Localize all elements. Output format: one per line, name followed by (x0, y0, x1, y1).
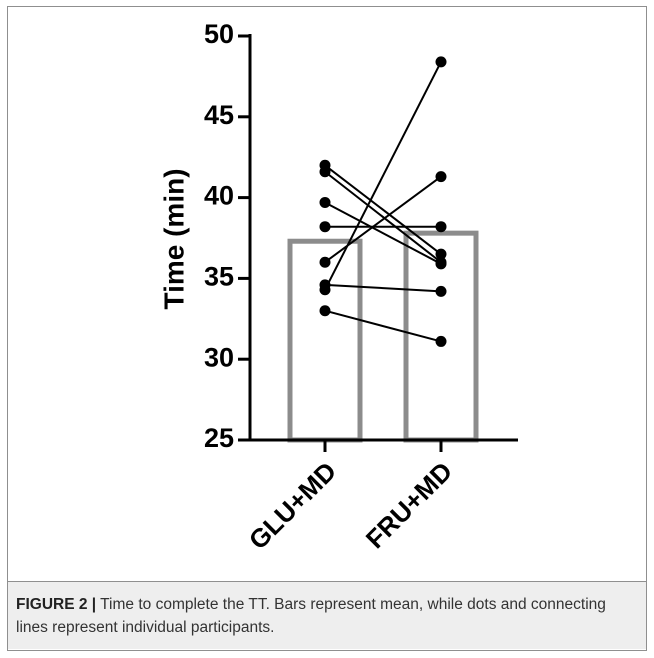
participant-line (324, 283, 442, 293)
x-tick-label: GLU+MD (243, 456, 342, 555)
participant-point-fru (435, 258, 447, 270)
participant-point-fru (435, 221, 447, 233)
bar-glu-md (287, 238, 363, 443)
participant-point-glu (319, 196, 331, 208)
participant-point-glu (319, 284, 331, 296)
y-tick-label: 40 (204, 181, 234, 211)
participant-point-fru (435, 285, 447, 297)
participant-point-glu (319, 221, 331, 233)
y-tick-label: 35 (204, 262, 234, 292)
y-tick-label: 30 (204, 342, 234, 372)
y-tick-label: 50 (204, 19, 234, 49)
participant-point-glu (319, 256, 331, 268)
participant-point-glu (319, 305, 331, 317)
participant-lines-layer (324, 61, 442, 343)
participant-line (324, 164, 442, 255)
participant-line (324, 175, 442, 264)
bars-layer (287, 230, 479, 443)
figure-caption: FIGURE 2 | Time to complete the TT. Bars… (16, 593, 636, 639)
participant-line (324, 309, 442, 343)
participant-point-fru (435, 335, 447, 347)
participant-points-layer (319, 56, 447, 347)
participant-point-fru (435, 171, 447, 183)
participant-point-fru (435, 248, 447, 260)
participant-point-glu (319, 166, 331, 178)
caption-box (8, 581, 646, 649)
participant-line (324, 170, 442, 264)
y-tick-label: 25 (204, 423, 234, 453)
participant-line (324, 61, 442, 291)
participant-line (324, 201, 442, 265)
figure-label: FIGURE 2 | (16, 596, 97, 613)
chart: 25 30 35 40 45 50 GLU+MD FRU+MD Time (min) (158, 19, 518, 555)
y-axis-title: Time (min) (158, 168, 189, 309)
y-tick-label: 45 (204, 100, 234, 130)
figure-frame (7, 6, 647, 651)
x-tick-label: FRU+MD (360, 456, 458, 554)
caption-text: Time to complete the TT. Bars represent … (16, 596, 606, 636)
participant-point-fru (435, 56, 447, 68)
